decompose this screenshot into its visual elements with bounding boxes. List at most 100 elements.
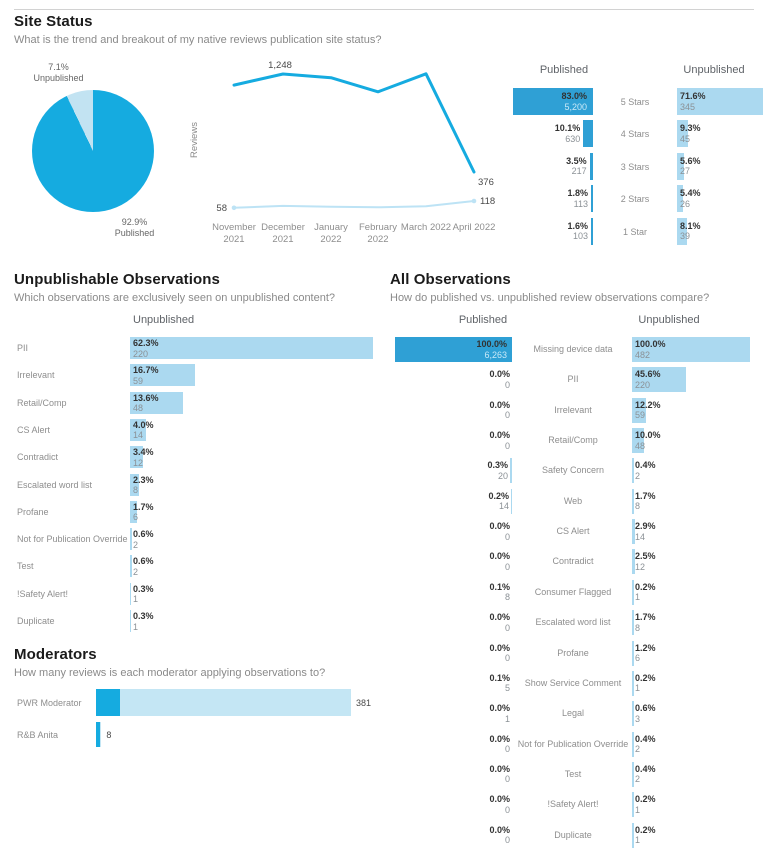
- value-label: 381: [356, 697, 372, 708]
- bar-label: 0.4% 2: [635, 734, 725, 755]
- x-axis-label: January 2022: [314, 222, 348, 245]
- bar-label: 1.8% 113: [516, 188, 588, 209]
- percent-label: 62.3%: [133, 338, 159, 348]
- percent-label: 1.7%: [635, 612, 656, 623]
- percent-label: 0.2%: [635, 581, 656, 592]
- unpublished-bar[interactable]: [677, 152, 684, 180]
- pie-callout-unpublished: 7.1% Unpublished: [16, 62, 101, 84]
- unpublished-bar[interactable]: [677, 120, 689, 148]
- count-label: 59: [635, 410, 646, 421]
- unpublished-bar[interactable]: [677, 185, 684, 213]
- unpublished-bar[interactable]: [632, 610, 634, 636]
- category-label: Escalated word list: [535, 617, 611, 628]
- data-point-label: 118: [480, 196, 495, 207]
- unpublished-bar[interactable]: [632, 488, 634, 514]
- bar-label: 1.2% 6: [635, 643, 725, 664]
- bar-label: 0.0% 0: [440, 794, 510, 815]
- unpublished-bar[interactable]: [130, 582, 132, 605]
- bar-label: 83.0% 5,200: [515, 91, 587, 112]
- published-bar[interactable]: [512, 88, 593, 115]
- moderator-bar-segment[interactable]: [100, 722, 102, 747]
- count-label: 8: [635, 501, 641, 512]
- unpublished-bar[interactable]: [130, 364, 196, 387]
- pie-published-pct: 92.9%: [121, 217, 148, 227]
- moderators-title: Moderators: [14, 646, 97, 663]
- category-label: Retail/Comp: [548, 435, 598, 446]
- bar-label: 0.0% 0: [440, 734, 510, 755]
- x-axis-label: February 2022: [359, 222, 397, 245]
- percent-label: 5.6%: [680, 155, 701, 166]
- bar-label: 100.0% 482: [635, 339, 725, 360]
- unpublished-bar[interactable]: [632, 761, 634, 787]
- count-label: 1: [133, 621, 139, 632]
- unpublished-bar[interactable]: [632, 640, 634, 666]
- unpublished-bar[interactable]: [130, 500, 137, 523]
- moderator-bar-segment[interactable]: [120, 689, 351, 716]
- unpublished-bar[interactable]: [632, 731, 634, 757]
- published-bar[interactable]: [510, 458, 512, 484]
- category-label: Not for Publication Override: [517, 738, 629, 749]
- percent-label: 10.0%: [635, 430, 661, 441]
- category-label: Irrelevant: [17, 370, 55, 381]
- percent-label: 1.7%: [133, 501, 154, 512]
- unpublished-bar[interactable]: [130, 446, 144, 469]
- count-label: 26: [680, 198, 691, 209]
- bar-label: 13.6% 48: [133, 393, 233, 414]
- unpublished-bar[interactable]: [130, 337, 373, 359]
- unpublished-bar[interactable]: [632, 397, 647, 423]
- unpublished-bar[interactable]: [632, 670, 634, 696]
- count-label: 8: [635, 622, 641, 633]
- bar-label: 0.2% 1: [635, 794, 725, 815]
- x-axis-label: April 2022: [453, 222, 496, 233]
- published-bar[interactable]: [395, 337, 512, 362]
- percent-label: 8.1%: [680, 220, 701, 231]
- published-bar[interactable]: [591, 185, 593, 213]
- unpublished-bar[interactable]: [677, 88, 763, 115]
- unpublished-bar[interactable]: [632, 519, 636, 545]
- x-axis-label: November 2021: [212, 222, 256, 245]
- unpublished-bar[interactable]: [130, 610, 132, 632]
- percent-label: 9.3%: [680, 123, 701, 134]
- count-label: 3: [635, 713, 641, 724]
- published-line[interactable]: [232, 72, 476, 174]
- percent-label: 2.5%: [635, 551, 656, 562]
- unpublished-bar[interactable]: [632, 822, 634, 848]
- moderator-bar-segment[interactable]: [96, 722, 101, 747]
- unpublished-bar[interactable]: [632, 458, 634, 484]
- count-label: 0: [504, 653, 510, 663]
- percent-label: 0.3%: [133, 611, 154, 621]
- unpublished-bar[interactable]: [632, 792, 634, 818]
- bar-label: 0.3% 1: [133, 611, 233, 632]
- bar-label: 0.3% 1: [133, 584, 233, 605]
- count-label: 0: [504, 774, 510, 785]
- bar-label: 0.6% 2: [133, 556, 233, 577]
- bar-label: 0.2% 1: [635, 825, 725, 846]
- unpublished-bar[interactable]: [130, 555, 133, 578]
- percent-label: 0.0%: [489, 824, 510, 835]
- category-label: Test: [17, 561, 34, 572]
- bar-label: 1.7% 8: [635, 612, 725, 633]
- site-status-pie[interactable]: [32, 90, 154, 212]
- published-bar[interactable]: [591, 217, 593, 245]
- bar-label: 0.0% 0: [440, 430, 510, 451]
- unpublished-bar[interactable]: [130, 473, 139, 496]
- unpublished-bar[interactable]: [632, 579, 634, 605]
- percent-label: 0.0%: [489, 521, 510, 532]
- bar-label: 10.1% 630: [508, 123, 581, 144]
- unpublished-bar[interactable]: [632, 337, 750, 362]
- moderator-bar-segment[interactable]: [96, 689, 121, 716]
- unpublished-bar[interactable]: [130, 418, 146, 441]
- published-bar[interactable]: [589, 152, 593, 180]
- unpublished-line[interactable]: [233, 200, 475, 209]
- unpublished-bar[interactable]: [632, 367, 686, 393]
- unpublished-column-header: Unpublished: [683, 64, 745, 76]
- unpublished-bar[interactable]: [632, 549, 635, 575]
- published-bar[interactable]: [583, 120, 593, 148]
- published-bar[interactable]: [511, 488, 512, 514]
- unpublished-bar[interactable]: [130, 391, 184, 414]
- unpublished-bar[interactable]: [130, 528, 133, 551]
- category-label: !Safety Alert!: [547, 799, 599, 810]
- unpublished-bar[interactable]: [632, 428, 644, 454]
- unpublished-bar[interactable]: [677, 217, 687, 245]
- unpublished-bar[interactable]: [632, 701, 634, 727]
